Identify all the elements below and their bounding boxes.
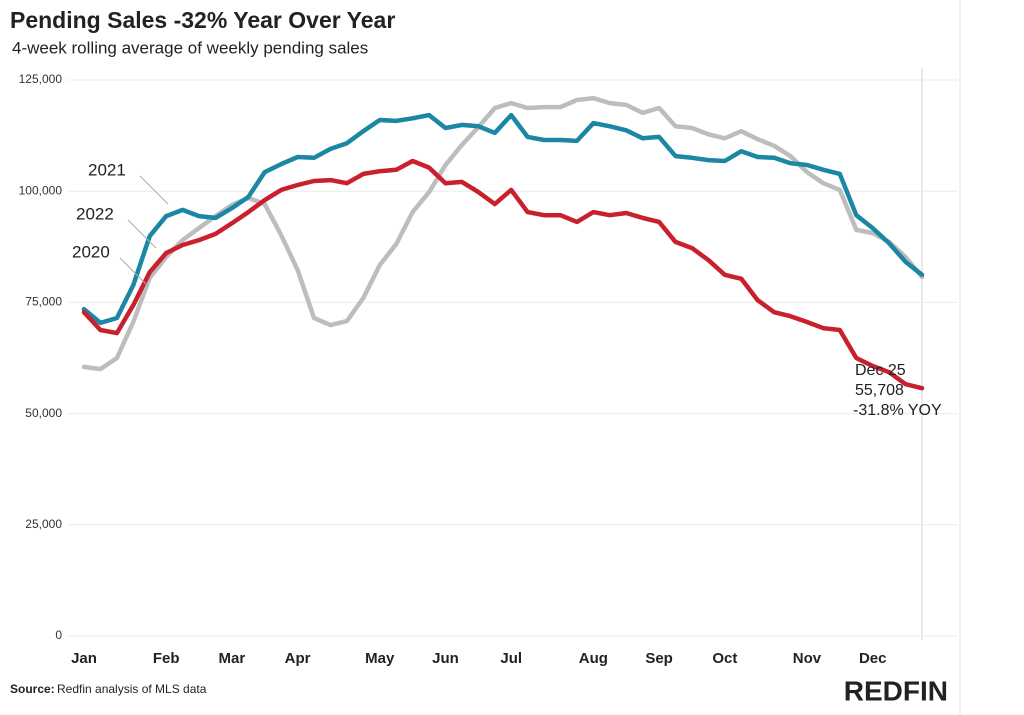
label-leader bbox=[127, 219, 157, 249]
label-leader bbox=[139, 175, 169, 205]
label-leader bbox=[119, 257, 149, 287]
annotation: -31.8% YOY bbox=[853, 402, 942, 419]
x-tick-label: Aug bbox=[579, 650, 608, 667]
series-label: 2022 bbox=[76, 204, 114, 223]
y-tick-label: 25,000 bbox=[25, 517, 62, 531]
y-tick-label: 125,000 bbox=[19, 72, 63, 86]
x-tick-label: Nov bbox=[793, 650, 822, 667]
y-tick-label: 0 bbox=[55, 628, 62, 642]
x-tick-label: May bbox=[365, 650, 395, 667]
series-line bbox=[81, 158, 925, 391]
y-tick-label: 50,000 bbox=[25, 406, 62, 420]
series-line bbox=[81, 112, 925, 326]
chart-title: Pending Sales -32% Year Over Year bbox=[10, 7, 395, 33]
series-label: 2021 bbox=[88, 160, 126, 179]
x-tick-label: Jul bbox=[500, 650, 522, 667]
source-label: Source: bbox=[10, 682, 55, 696]
y-tick-label: 100,000 bbox=[19, 183, 63, 197]
x-tick-label: Jan bbox=[71, 650, 97, 667]
x-tick-label: Sep bbox=[645, 650, 673, 667]
x-tick-label: Jun bbox=[432, 650, 459, 667]
y-tick-label: 75,000 bbox=[25, 295, 62, 309]
source: Redfin analysis of MLS data bbox=[57, 682, 207, 696]
logo: REDFIN bbox=[844, 675, 948, 706]
x-tick-label: Dec bbox=[859, 650, 887, 667]
series-line bbox=[81, 95, 925, 372]
annotation: Dec 25 bbox=[855, 362, 906, 379]
x-tick-label: Oct bbox=[712, 650, 737, 667]
series-label: 2020 bbox=[72, 242, 110, 261]
chart-subtitle: 4-week rolling average of weekly pending… bbox=[12, 38, 368, 57]
annotation: 55,708 bbox=[855, 382, 904, 399]
x-tick-label: Feb bbox=[153, 650, 180, 667]
x-tick-label: Mar bbox=[219, 650, 246, 667]
x-tick-label: Apr bbox=[285, 650, 311, 667]
